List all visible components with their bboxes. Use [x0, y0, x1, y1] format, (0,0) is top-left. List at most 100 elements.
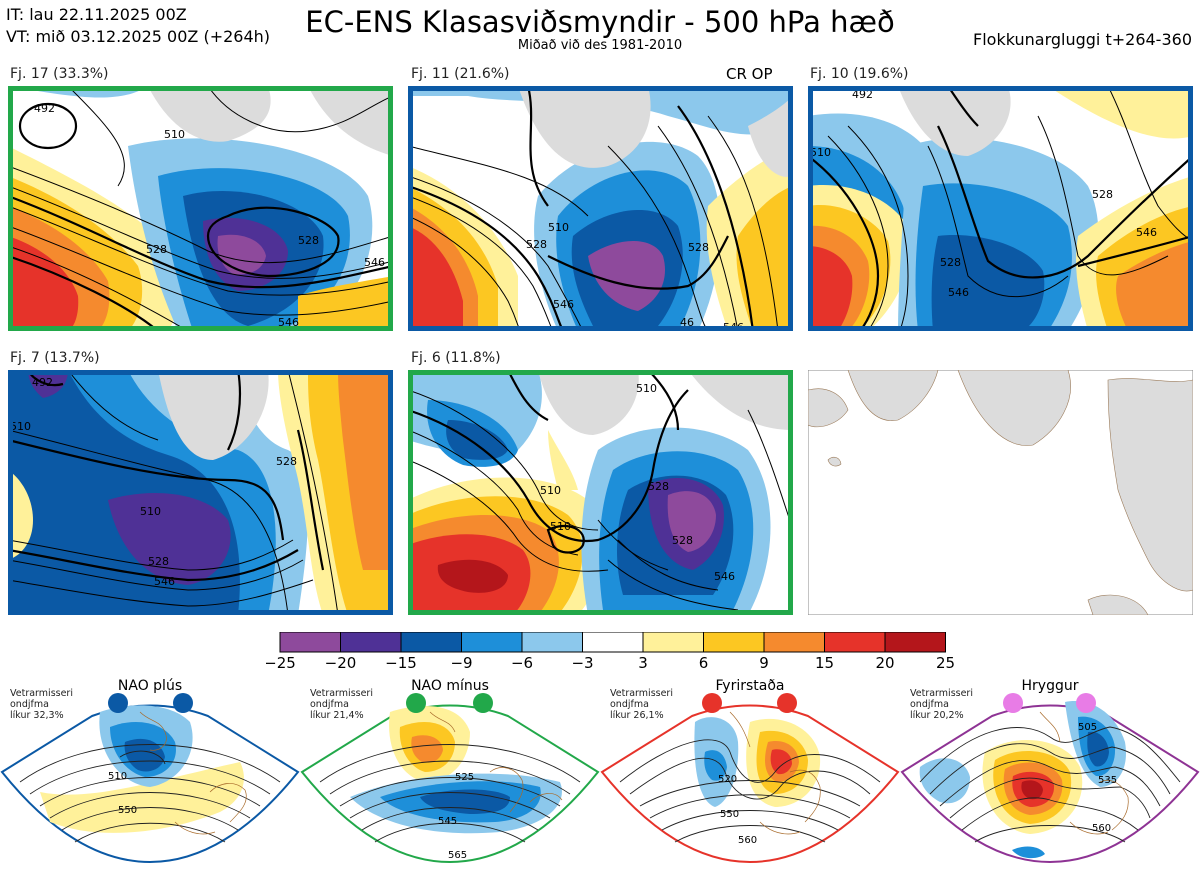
contour-label: 46: [680, 316, 694, 329]
regime-contour-label: 525: [455, 772, 474, 783]
contour-label: 510: [636, 382, 657, 395]
regime-contour-label: 505: [1078, 722, 1097, 733]
regime-dot: [1003, 693, 1023, 713]
cluster-map-5[interactable]: 510 510 510 528 528 546: [408, 370, 793, 615]
panel-label-2: Fj. 11 (21.6%): [411, 66, 510, 82]
panel-border: [408, 370, 793, 615]
cluster-map-2[interactable]: 510 528 546 546 528 46: [408, 86, 793, 331]
colorbar-swatch: [824, 631, 886, 653]
contour-label: 546: [364, 256, 385, 269]
colorbar-tick-label: −9: [450, 654, 472, 670]
contour-label: 510: [550, 520, 571, 533]
page-title: EC-ENS Klasasviðsmyndir - 500 hPa hæð: [305, 5, 895, 39]
contour-label: 510: [10, 420, 31, 433]
regime-name: Fyrirstaða: [715, 678, 785, 694]
classification-window: Flokkunargluggi t+264-360: [973, 30, 1192, 49]
regime-blocking[interactable]: 520 550 560 Fyrirstaða Vetrarmisseri ond…: [600, 672, 900, 871]
cluster-map-1[interactable]: 492 510 528 528 546 546: [8, 86, 393, 331]
regime-contour-label: 560: [738, 835, 757, 846]
regime-dot: [108, 693, 128, 713]
regime-info: Vetrarmisseri ondjfma líkur 32,3%: [10, 688, 73, 721]
contour-label: 510: [548, 221, 569, 234]
colorbar-tick-label: −6: [511, 654, 533, 670]
panel-border: [8, 370, 393, 615]
contour-label: 492: [32, 376, 53, 389]
regime-contour-label: 550: [720, 809, 739, 820]
contour-label: 528: [1092, 188, 1113, 201]
contour-label: 528: [276, 455, 297, 468]
regime-info: Vetrarmisseri ondjfma líkur 26,1%: [610, 688, 673, 721]
colorbar-tick-label: 15: [815, 654, 834, 670]
colorbar-swatch: [884, 631, 946, 653]
regime-contour-label: 550: [118, 805, 137, 816]
colorbar-swatch: [279, 631, 341, 653]
colorbar-swatch: [461, 631, 523, 653]
colorbar: −25 −20 −15 −9 −6 −3 3 6 9 15 20 25: [264, 631, 966, 674]
contour-label: 546: [154, 575, 175, 588]
regime-contour-label: 545: [438, 816, 457, 827]
colorbar-swatch: [521, 631, 583, 653]
colorbar-tick-label: −25: [266, 654, 296, 670]
cr-op-label: CR OP: [726, 65, 773, 83]
contour-label: 492: [34, 102, 55, 115]
panel-label-1: Fj. 17 (33.3%): [10, 66, 109, 82]
contour-label: 528: [648, 480, 669, 493]
colorbar-tick-label: 9: [759, 654, 769, 670]
regime-contour-label: 565: [448, 850, 467, 861]
colorbar-swatch: [703, 631, 765, 653]
contour-label: 546: [278, 316, 299, 329]
regime-contour-label: 520: [718, 774, 737, 785]
contour-label: 528: [672, 534, 693, 547]
regime-dot: [406, 693, 426, 713]
valid-time: VT: mið 03.12.2025 00Z (+264h): [6, 27, 271, 46]
contour-label: 546: [553, 298, 574, 311]
regime-dot: [173, 693, 193, 713]
cluster-map-3[interactable]: 492 510 528 528 546 546: [808, 86, 1193, 331]
contour-label: 528: [146, 243, 167, 256]
regime-nao-minus[interactable]: 525 545 565 NAO mínus Vetrarmisseri ondj…: [300, 672, 600, 871]
regime-info: Vetrarmisseri ondjfma líkur 21,4%: [310, 688, 373, 721]
colorbar-swatch: [340, 631, 402, 653]
colorbar-swatch: [763, 631, 825, 653]
contour-label: 510: [810, 146, 831, 159]
panel-border: [808, 86, 1193, 331]
regime-name: Hryggur: [1021, 678, 1079, 694]
contour-label: 528: [148, 555, 169, 568]
contour-label: 510: [140, 505, 161, 518]
colorbar-tick-label: 20: [875, 654, 894, 670]
colorbar-swatch: [582, 631, 644, 653]
contour-label: 510: [540, 484, 561, 497]
panel-label-4: Fj. 7 (13.7%): [10, 350, 100, 366]
regime-name: NAO plús: [117, 678, 183, 694]
regime-ridge[interactable]: 505 535 560 Hryggur Vetrarmisseri ondjfm…: [900, 672, 1200, 871]
header-info: IT: lau 22.11.2025 00Z VT: mið 03.12.202…: [6, 4, 270, 48]
contour-label: 528: [940, 256, 961, 269]
colorbar-tick-label: −15: [385, 654, 417, 670]
regime-dot: [1076, 693, 1096, 713]
colorbar-tick-label: 6: [699, 654, 709, 670]
contour-label: 546: [1136, 226, 1157, 239]
panel-border: [8, 86, 393, 331]
contour-label: 492: [852, 88, 873, 101]
cluster-map-4[interactable]: 492 510 510 528 528 546: [8, 370, 393, 615]
regime-contour-label: 560: [1092, 823, 1111, 834]
regime-info: Vetrarmisseri ondjfma líkur 20,2%: [910, 688, 973, 721]
contour-label: 528: [688, 241, 709, 254]
regime-dot: [702, 693, 722, 713]
contour-label: 546: [714, 570, 735, 583]
regime-nao-plus[interactable]: 510 550 NAO plús Vetrarmisseri ondjfma l…: [0, 672, 300, 871]
contour-label: 528: [526, 238, 547, 251]
colorbar-swatch: [642, 631, 704, 653]
regime-contour-label: 535: [1098, 775, 1117, 786]
empty-base-map[interactable]: [808, 370, 1193, 615]
page-subtitle: Miðað við des 1981-2010: [517, 38, 683, 53]
panel-label-3: Fj. 10 (19.6%): [810, 66, 909, 82]
colorbar-tick-label: −20: [325, 654, 357, 670]
init-time: IT: lau 22.11.2025 00Z: [6, 5, 187, 24]
contour-label: 528: [298, 234, 319, 247]
colorbar-tick-label: 25: [936, 654, 955, 670]
panel-label-5: Fj. 6 (11.8%): [411, 350, 501, 366]
colorbar-tick-label: 3: [638, 654, 648, 670]
regime-dot: [473, 693, 493, 713]
colorbar-tick-label: −3: [571, 654, 593, 670]
